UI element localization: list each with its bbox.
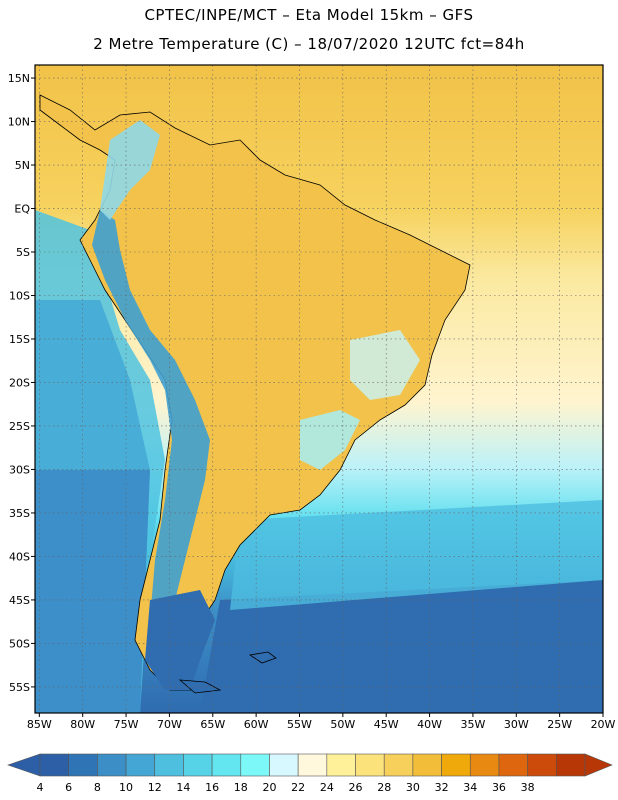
map-fields (35, 65, 603, 713)
lat-label: 5N (15, 159, 30, 172)
patagonia-cold-field (145, 590, 215, 690)
lon-label: 55W (287, 718, 312, 731)
colorbar-label: 28 (377, 781, 391, 794)
colorbar-swatch (183, 753, 213, 777)
lat-label: 15N (8, 72, 30, 85)
colorbar-swatch (412, 753, 442, 777)
colorbar-label: 34 (463, 781, 477, 794)
lat-lon-grid (35, 65, 603, 713)
colorbar-label: 36 (492, 781, 506, 794)
colorbar-swatch (441, 753, 471, 777)
southern-brazil-cool-field (300, 410, 360, 470)
colorbar-label: 22 (291, 781, 305, 794)
colorbar-swatches (7, 753, 613, 777)
colorbar-swatch (211, 753, 242, 777)
colorbar-label: 32 (435, 781, 449, 794)
colorbar-swatch (269, 753, 299, 777)
lat-label: 30S (9, 463, 30, 476)
lat-label: 25S (9, 420, 30, 433)
lon-label: 75W (114, 718, 139, 731)
colorbar-swatch (527, 753, 557, 777)
colorbar-swatch (68, 753, 98, 777)
lon-label: 70W (157, 718, 182, 731)
falkland-islands (248, 651, 277, 664)
lat-label: 5S (16, 246, 30, 259)
southeast-brazil-cool-field (350, 330, 420, 400)
colorbar-swatch (469, 753, 500, 777)
lat-label: 10S (9, 289, 30, 302)
colorbar-swatch (498, 753, 528, 777)
colorbar-swatch (154, 753, 184, 777)
map-border (34, 64, 604, 714)
colorbar-high-arrow (584, 753, 613, 777)
south-atlantic-cold-field (200, 580, 603, 713)
colorbar-swatch (297, 753, 328, 777)
south-atlantic-cool-field (230, 500, 603, 610)
lat-label: 45S (9, 594, 30, 607)
andes-highlands-field (100, 120, 160, 220)
lat-label: 40S (9, 550, 30, 563)
lon-label: 30W (504, 718, 529, 731)
lat-label: 55S (9, 681, 30, 694)
colorbar-label: 20 (262, 781, 276, 794)
colorbar-swatch (326, 753, 356, 777)
lat-label: 50S (9, 637, 30, 650)
colorbar-label: 38 (521, 781, 535, 794)
lon-label: 25W (547, 718, 572, 731)
colorbar-swatch (355, 753, 385, 777)
color-legend: 4 6 8 10 12 14 16 18 20 22 24 26 28 30 32 34 36 38 (7, 753, 613, 794)
colorbar-swatch (383, 753, 414, 777)
lat-label: 15S (9, 333, 30, 346)
lon-label: 85W (27, 718, 52, 731)
colorbar-swatch (39, 753, 69, 777)
lat-label: 35S (9, 507, 30, 520)
colorbar-label: 8 (94, 781, 101, 794)
colorbar-label: 10 (119, 781, 133, 794)
south-america-land (39, 94, 471, 691)
colorbar-label: 14 (176, 781, 190, 794)
colorbar-label: 30 (406, 781, 420, 794)
lon-label: 45W (374, 718, 399, 731)
colorbar-labels: 4 6 8 10 12 14 16 18 20 22 24 26 28 30 32 34 36 38 (37, 781, 535, 794)
lat-label: 20S (9, 376, 30, 389)
pacific-colder-field (35, 470, 150, 713)
chart-subtitle: 2 Metre Temperature (C) – 18/07/2020 12U… (93, 35, 525, 53)
lon-label: 65W (200, 718, 225, 731)
colorbar-label: 6 (65, 781, 72, 794)
colorbar-label: 18 (234, 781, 248, 794)
colorbar-swatch (97, 753, 127, 777)
latitude-labels: 15N 10N 5N EQ 5S 10S 15S 20S 25S 30S 35S 40S 45S 50S 5… (8, 72, 35, 694)
lon-label: 20W (591, 718, 616, 731)
colorbar-swatch (556, 753, 586, 777)
lat-label: EQ (14, 203, 30, 216)
longitude-labels: 85W 80W 75W 70W 65W 60W 55W 50W 45W 40W 35W 30W 25W 2… (27, 713, 616, 731)
lon-label: 50W (330, 718, 355, 731)
lon-label: 80W (70, 718, 95, 731)
lon-label: 40W (417, 718, 442, 731)
andes-cold-field (92, 210, 210, 640)
colorbar-swatch (125, 753, 156, 777)
colorbar-swatch (240, 753, 270, 777)
temperature-map: 15N 10N 5N EQ 5S 10S 15S 20S 25S 30S 35S 40S 45S 50S 5… (8, 64, 616, 731)
colorbar-label: 26 (349, 781, 363, 794)
lon-label: 35W (460, 718, 485, 731)
colorbar-label: 16 (205, 781, 219, 794)
tierra-del-fuego (178, 679, 222, 694)
colorbar-label: 4 (37, 781, 44, 794)
lon-label: 60W (244, 718, 269, 731)
colorbar-label: 24 (320, 781, 334, 794)
colorbar-label: 12 (148, 781, 162, 794)
lat-label: 10N (8, 116, 30, 129)
chart-title: CPTEC/INPE/MCT – Eta Model 15km – GFS (144, 6, 474, 24)
colorbar-low-arrow (7, 753, 41, 777)
